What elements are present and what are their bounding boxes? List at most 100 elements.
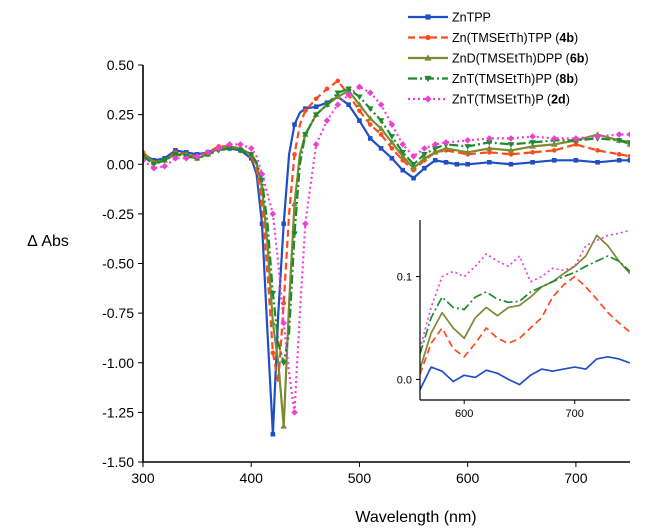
main-series-1-point xyxy=(616,157,622,163)
main-series-4-point xyxy=(226,146,233,152)
inset-series-line-3 xyxy=(420,234,630,370)
main-series-1-point xyxy=(281,221,286,227)
main-series-5-point xyxy=(431,141,439,148)
main-series-5-point xyxy=(226,141,233,148)
inset-series-line-2 xyxy=(420,275,630,375)
legend-swatch-marker xyxy=(425,34,431,41)
inset-series-line-4 xyxy=(420,255,630,354)
legend-item-4: ZnT(TMSEtTh)PP (8b) xyxy=(408,72,578,86)
main-series-5-point xyxy=(345,91,352,99)
main-series-5-point xyxy=(529,133,536,140)
main-x-tick-label: 500 xyxy=(348,470,372,486)
main-series-2-point xyxy=(378,132,384,137)
main-series-5-point xyxy=(356,83,363,91)
main-series-2-point xyxy=(595,148,600,153)
main-series-4-point xyxy=(486,140,493,146)
inset-series-line-1 xyxy=(420,355,630,391)
inset-series-group xyxy=(420,220,630,400)
main-series-3-point xyxy=(291,200,298,207)
legend-swatch-marker xyxy=(424,95,432,103)
main-series-group xyxy=(143,78,630,437)
main-series-1-point xyxy=(627,157,630,163)
legend-swatch-marker xyxy=(424,54,432,61)
main-series-1-point xyxy=(378,146,384,151)
main-series-3-point xyxy=(356,101,363,107)
main-series-4-point xyxy=(421,152,428,158)
inset-series-4 xyxy=(420,255,630,354)
main-series-5-point xyxy=(143,156,147,164)
main-series-3-point xyxy=(269,319,277,326)
y-axis-title: Δ Abs xyxy=(27,233,69,250)
main-series-5-point xyxy=(615,131,623,138)
main-series-1-point xyxy=(443,159,449,165)
main-series-1-point xyxy=(422,165,427,171)
inset-series-5 xyxy=(420,229,630,349)
main-series-1-point xyxy=(530,159,535,165)
main-y-tick-label: 0.25 xyxy=(107,107,134,123)
main-series-5-point xyxy=(161,162,168,170)
main-series-5-point xyxy=(269,210,277,218)
main-series-4-point xyxy=(366,106,374,112)
main-series-5-point xyxy=(302,220,309,228)
main-series-5-point xyxy=(377,101,385,108)
main-series-4-point xyxy=(247,152,255,158)
main-series-4-point xyxy=(172,152,179,158)
inset-x-tick-label: 700 xyxy=(566,408,584,420)
inset-series-2 xyxy=(420,275,630,375)
main-series-5-point xyxy=(204,149,212,156)
main-series-3-point xyxy=(550,141,558,147)
main-series-5-point xyxy=(442,139,450,146)
main-series-3-point xyxy=(377,125,385,131)
main-x-tick-label: 400 xyxy=(240,470,264,486)
main-series-4-point xyxy=(529,140,536,146)
main-series-1-point xyxy=(508,161,514,167)
main-series-3-point xyxy=(464,149,471,155)
inset-series-1 xyxy=(420,355,630,391)
main-series-4-point xyxy=(280,360,287,367)
main-series-5-point xyxy=(291,409,298,416)
main-series-5-point xyxy=(421,145,428,152)
inset-series-line-5 xyxy=(420,229,630,349)
main-y-tick-label: 0.50 xyxy=(107,57,134,73)
main-series-1-point xyxy=(389,155,395,161)
main-series-5-point xyxy=(172,154,179,162)
main-series-4-point xyxy=(507,142,515,148)
main-series-5-point xyxy=(366,89,374,97)
main-series-1-point xyxy=(595,159,600,165)
main-series-4-point xyxy=(615,138,623,144)
main-series-5-point xyxy=(572,135,580,142)
main-series-4-point xyxy=(237,148,244,154)
main-series-5-point xyxy=(215,145,223,152)
legend-item-1: ZnTPP xyxy=(408,11,491,25)
main-series-1-point xyxy=(259,221,265,227)
main-series-2-point xyxy=(487,150,492,155)
main-series-3-point xyxy=(507,147,515,153)
main-series-4-point xyxy=(269,290,277,297)
main-series-5-point xyxy=(182,154,190,162)
main-series-4-point xyxy=(410,161,417,168)
x-axis-title: Wavelength (nm) xyxy=(355,509,476,526)
main-x-tick-label: 700 xyxy=(564,470,588,486)
main-series-5-point xyxy=(323,117,331,124)
main-y-tick-label: -1.25 xyxy=(102,404,134,420)
main-series-3-point xyxy=(486,145,493,151)
main-series-4-point xyxy=(399,150,407,156)
main-series-1-point xyxy=(400,167,406,173)
main-x-tick-label: 600 xyxy=(456,470,480,486)
legend: ZnTPP Zn(TMSEtTh)TPP (4b) ZnD(TMSEtTh)DPP … xyxy=(408,11,589,107)
main-series-5-point xyxy=(150,164,158,172)
main-series-1-point xyxy=(313,104,319,109)
main-series-1-point xyxy=(454,161,460,167)
main-series-2-point xyxy=(313,96,319,102)
main-series-5-point xyxy=(258,170,266,178)
main-series-4-point xyxy=(334,90,342,97)
main-series-4-point xyxy=(464,144,471,150)
inset-y-tick-label: 0.1 xyxy=(397,272,412,284)
main-series-4-point xyxy=(323,102,331,108)
inset-series-3 xyxy=(420,234,630,370)
main-y-tick-label: -0.75 xyxy=(102,305,134,321)
main-series-5-point xyxy=(193,153,201,160)
main-series-1-point xyxy=(346,102,351,107)
main-series-4-point xyxy=(161,157,168,164)
